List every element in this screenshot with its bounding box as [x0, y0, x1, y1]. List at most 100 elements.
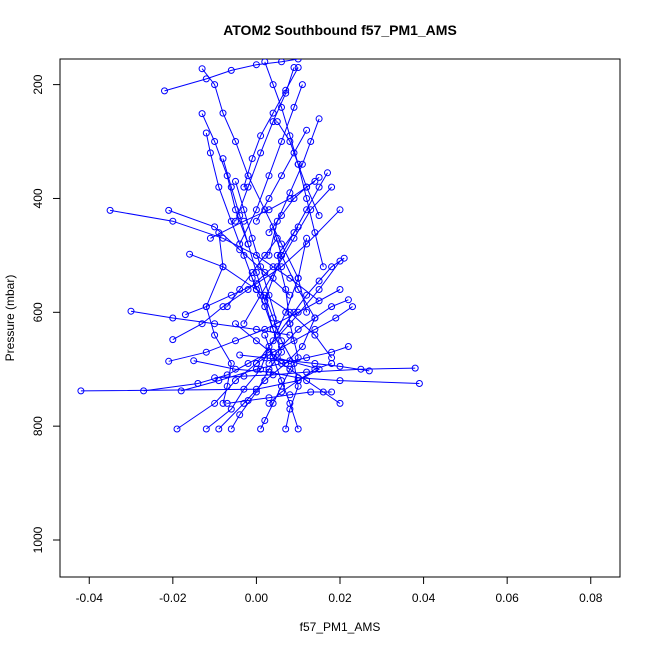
data-point [286, 138, 294, 145]
x-tick-label: 0.00 [245, 591, 269, 605]
data-point [202, 129, 210, 137]
data-point [211, 320, 219, 328]
data-point [278, 337, 285, 345]
series-line [276, 257, 345, 336]
data-point [265, 394, 273, 402]
y-tick-label: 600 [31, 302, 45, 322]
data-point [328, 388, 336, 396]
data-point [261, 291, 269, 299]
data-point [294, 325, 302, 333]
data-point [219, 109, 227, 117]
data-point [315, 277, 323, 285]
data-point [240, 251, 248, 259]
series-line [264, 172, 328, 302]
data-point [169, 336, 177, 344]
series-line [80, 323, 321, 392]
data-point [236, 286, 244, 293]
data-point [269, 325, 277, 333]
data-point [215, 425, 223, 433]
data-point [269, 109, 277, 117]
data-point [257, 149, 265, 157]
data-point [227, 217, 235, 225]
data-point [278, 240, 285, 248]
data-point [236, 351, 244, 359]
series-line [172, 266, 274, 341]
data-point [328, 263, 336, 271]
series-line [239, 354, 370, 372]
data-point [365, 367, 373, 375]
series-line [243, 186, 332, 324]
data-point [324, 169, 331, 177]
data-point [261, 417, 269, 424]
data-point [232, 377, 239, 385]
y-axis: 200 400 600 800 1000 [31, 74, 60, 553]
series-11 [236, 351, 373, 375]
data-point [290, 337, 298, 345]
data-point [161, 87, 168, 95]
data-point [198, 65, 206, 73]
data-point [286, 399, 294, 407]
data-point [303, 183, 311, 191]
data-point [227, 183, 235, 191]
data-point [223, 303, 231, 311]
series-line [243, 67, 299, 188]
data-point [273, 251, 281, 259]
plot-frame [59, 58, 621, 578]
data-point [307, 388, 315, 396]
data-point [303, 126, 311, 134]
data-point [278, 138, 285, 145]
data-point [181, 311, 189, 319]
data-point [236, 411, 244, 419]
data-point [269, 118, 277, 126]
data-point [303, 377, 311, 385]
data-point [286, 365, 294, 373]
data-point [315, 173, 323, 181]
data-point [261, 331, 269, 339]
y-tick-label: 1000 [31, 526, 45, 553]
data-point [332, 314, 340, 322]
series-7 [140, 348, 273, 395]
data-point [257, 291, 265, 299]
series-line [205, 132, 257, 290]
data-point [211, 374, 219, 382]
series-line [164, 59, 299, 92]
series-line [264, 334, 299, 430]
data-point [227, 66, 235, 74]
data-point [278, 103, 285, 111]
data-point [328, 183, 336, 191]
data-point [215, 183, 223, 191]
data-point [415, 380, 423, 387]
data-point [298, 81, 306, 89]
data-point [240, 320, 248, 328]
series-line [268, 363, 332, 404]
series-line [264, 295, 299, 430]
data-point [227, 291, 235, 299]
data-point [244, 397, 252, 404]
data-point [227, 360, 235, 367]
series-14 [165, 286, 344, 365]
x-tick-label: -0.02 [159, 591, 187, 605]
data-point [294, 308, 302, 316]
data-point [252, 61, 260, 69]
data-point [244, 360, 252, 367]
y-tick-label: 400 [31, 188, 45, 208]
series-line [210, 180, 316, 239]
x-tick-label: 0.06 [495, 591, 519, 605]
data-point [248, 155, 256, 163]
series-26 [265, 115, 323, 259]
series-line [235, 181, 278, 324]
data-point [282, 286, 290, 293]
series-8 [177, 343, 352, 395]
x-axis: -0.04 -0.02 0.00 0.02 0.04 0.06 0.08 [76, 577, 603, 605]
data-point [252, 337, 260, 345]
data-point [298, 160, 306, 168]
data-point [328, 303, 336, 311]
data-point [273, 217, 281, 225]
data-point [294, 425, 302, 433]
data-point [252, 286, 260, 293]
data-point [261, 59, 269, 66]
data-point [219, 263, 227, 271]
data-point [257, 132, 265, 140]
data-point [315, 297, 323, 305]
data-point [294, 64, 302, 71]
